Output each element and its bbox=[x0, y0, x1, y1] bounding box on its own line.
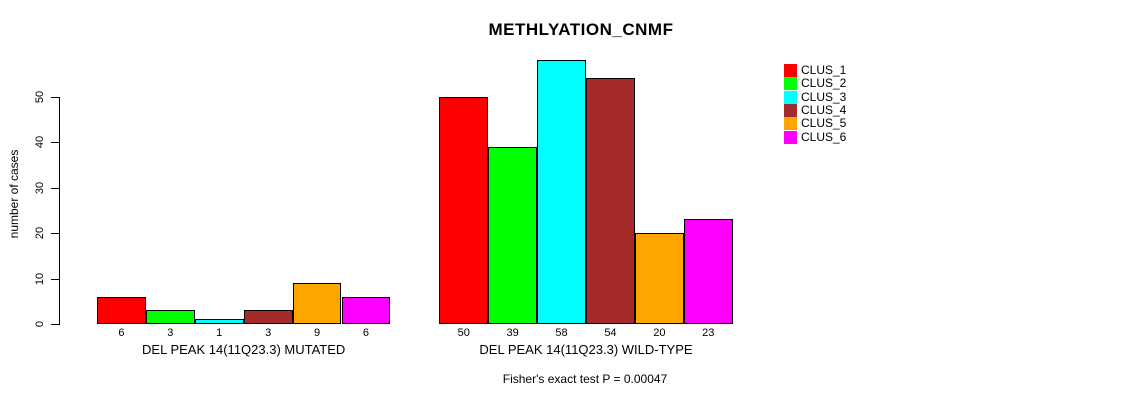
bar-clus_1 bbox=[439, 96, 489, 324]
bar-clus_1 bbox=[97, 296, 146, 324]
legend-label: CLUS_1 bbox=[801, 63, 847, 78]
legend-swatch bbox=[784, 117, 797, 131]
y-axis-tick-label: 20 bbox=[34, 226, 46, 240]
legend-swatch bbox=[784, 77, 797, 91]
bar-value-label: 9 bbox=[313, 327, 321, 339]
bar-clus_3 bbox=[537, 60, 586, 324]
y-axis-tick bbox=[51, 324, 59, 325]
bar-clus_6 bbox=[683, 219, 733, 324]
bar-value-label: 20 bbox=[653, 327, 666, 339]
legend-item: CLUS_6 bbox=[784, 129, 847, 144]
legend-swatch bbox=[784, 130, 797, 144]
bar-clus_5 bbox=[292, 283, 342, 324]
bar-clus_3 bbox=[194, 319, 244, 324]
bar-value-label: 54 bbox=[604, 327, 617, 339]
y-axis-tick bbox=[51, 96, 59, 98]
legend-swatch bbox=[784, 64, 797, 78]
y-axis-tick-label: 30 bbox=[34, 181, 46, 194]
legend-swatch bbox=[784, 90, 797, 104]
legend-item: CLUS_3 bbox=[784, 89, 847, 104]
y-axis-tick-label: 10 bbox=[34, 272, 46, 285]
bar-value-label: 58 bbox=[555, 327, 568, 339]
legend-swatch bbox=[784, 104, 797, 118]
legend: CLUS_1 CLUS_2 CLUS_3 CLUS_4 CLUS_5 CLUS_6 bbox=[784, 64, 846, 144]
group-label: DEL PEAK 14(11Q23.3) WILD-TYPE bbox=[479, 342, 693, 357]
legend-label: CLUS_2 bbox=[801, 76, 847, 91]
legend-label: CLUS_6 bbox=[801, 129, 847, 144]
bar-value-label: 6 bbox=[362, 327, 369, 339]
y-axis-tick-label: 50 bbox=[34, 90, 46, 103]
y-axis-tick bbox=[51, 142, 59, 143]
bar-clus_6 bbox=[341, 296, 391, 324]
legend-item: CLUS_2 bbox=[784, 76, 847, 91]
group-label: DEL PEAK 14(11Q23.3) MUTATED bbox=[142, 342, 346, 357]
y-axis-tick bbox=[51, 278, 59, 280]
bar-clus_2 bbox=[488, 146, 538, 324]
bar-value-label: 23 bbox=[702, 327, 715, 339]
bar-clus_4 bbox=[243, 310, 293, 324]
legend-item: CLUS_1 bbox=[784, 63, 847, 78]
legend-label: CLUS_3 bbox=[801, 89, 847, 104]
bar-value-label: 6 bbox=[118, 327, 125, 339]
y-axis-tick bbox=[51, 233, 59, 234]
legend-item: CLUS_5 bbox=[784, 116, 847, 131]
y-axis-tick-label: 0 bbox=[34, 320, 46, 328]
legend-label: CLUS_4 bbox=[801, 103, 847, 118]
bar-clus_4 bbox=[586, 78, 635, 324]
legend-item: CLUS_4 bbox=[784, 103, 847, 118]
y-axis-tick bbox=[51, 187, 59, 189]
bar-clus_5 bbox=[634, 233, 684, 324]
chart-title: METHLYATION_CNMF bbox=[488, 20, 674, 39]
bar-clus_2 bbox=[145, 310, 195, 324]
bar-value-label: 1 bbox=[216, 327, 223, 339]
y-axis-tick-label: 40 bbox=[34, 135, 46, 149]
bar-value-label: 39 bbox=[506, 327, 519, 339]
bar-value-label: 3 bbox=[167, 327, 174, 339]
bar-value-label: 3 bbox=[265, 327, 272, 339]
legend-label: CLUS_5 bbox=[801, 116, 847, 131]
y-axis-line bbox=[59, 96, 60, 325]
y-axis-label: number of cases bbox=[7, 149, 21, 239]
bar-value-label: 50 bbox=[457, 327, 470, 339]
annotation-text: Fisher's exact test P = 0.00047 bbox=[502, 372, 668, 386]
